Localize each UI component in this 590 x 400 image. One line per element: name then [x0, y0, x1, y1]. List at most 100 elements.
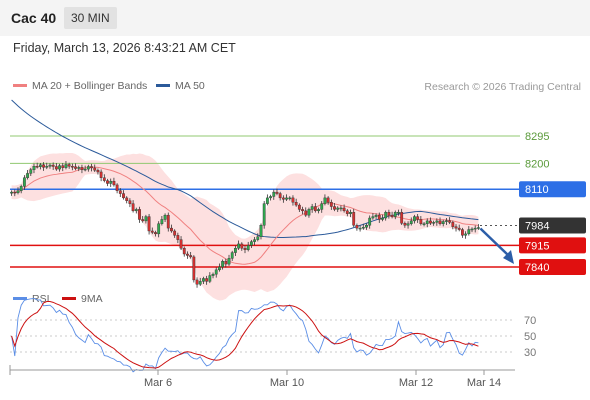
candle-body	[122, 193, 125, 199]
candle-body	[93, 167, 97, 171]
candle-body	[154, 232, 157, 235]
candle-body	[297, 204, 301, 210]
level-tag-7915	[519, 237, 586, 254]
ma20-label: MA 20 + Bollinger Bands	[32, 80, 148, 92]
candle-body	[317, 209, 320, 212]
candle-body	[186, 253, 189, 256]
candle-body	[38, 164, 42, 167]
candle-body	[131, 203, 135, 212]
candle-body	[147, 216, 151, 232]
candle-body	[374, 214, 378, 217]
candle-body	[384, 212, 388, 219]
candle-body	[58, 165, 61, 170]
candle-body	[272, 191, 276, 197]
candle-body	[106, 180, 109, 184]
candle-body	[205, 278, 209, 282]
candle-body	[409, 220, 413, 224]
candle-body	[352, 212, 356, 226]
candle-body	[29, 169, 33, 174]
candle-body	[425, 220, 429, 224]
candle-body	[304, 210, 308, 216]
candle-body	[163, 214, 167, 220]
candle-body	[432, 222, 436, 224]
candle-body	[355, 225, 359, 229]
candle-body	[179, 239, 183, 249]
candle-body	[138, 209, 141, 220]
timestamp: Friday, March 13, 2026 8:43:21 AM CET	[13, 41, 236, 55]
candle-body	[448, 220, 452, 223]
x-tick-label: Mar 12	[399, 377, 433, 389]
level-tag-7840	[519, 258, 586, 275]
candle-body	[221, 261, 225, 268]
ma50-label: MA 50	[175, 80, 205, 92]
candle-body	[35, 166, 39, 168]
candle-body	[176, 235, 180, 240]
candle-body	[234, 248, 237, 253]
candle-body	[96, 170, 100, 173]
rsi-ma-label: 9MA	[81, 293, 103, 305]
candle-body	[285, 197, 288, 200]
candle-body	[451, 222, 455, 227]
level-label-7840: 7840	[525, 262, 549, 274]
candle-body	[377, 214, 381, 220]
rsi-panel: 70 50 30	[10, 298, 536, 373]
x-tick-label: Mar 6	[144, 377, 172, 389]
candle-body	[227, 258, 231, 265]
level-lines	[10, 135, 520, 268]
candle-body	[150, 230, 154, 233]
candle-body	[361, 227, 365, 229]
timeframe-button[interactable]: 30 MIN	[64, 7, 117, 29]
candle-body	[467, 229, 471, 235]
candle-body	[435, 220, 439, 223]
candle-body	[160, 219, 164, 224]
candle-body	[278, 193, 282, 199]
candle-body	[310, 206, 314, 210]
forecast-arrow-shaft	[479, 227, 510, 257]
candle-body	[419, 219, 423, 224]
candle-body	[342, 207, 346, 212]
forecast-arrow-head	[503, 249, 514, 264]
candle-body	[13, 191, 17, 194]
candle-body	[102, 177, 106, 181]
candle-body	[403, 223, 407, 226]
candle-body	[381, 217, 384, 220]
candle-body	[70, 166, 74, 168]
candle-body	[368, 217, 372, 226]
candle-body	[214, 269, 218, 275]
legend-ma20: MA 20 + Bollinger Bands	[13, 80, 147, 92]
candle-body	[326, 197, 330, 203]
candle-body	[259, 225, 263, 237]
candle-body	[358, 227, 362, 230]
candle-body	[61, 165, 65, 168]
candle-body	[237, 243, 241, 249]
candle-body	[281, 197, 285, 200]
candle-body	[166, 214, 170, 229]
rsi-swatch	[13, 296, 27, 300]
candle-body	[320, 203, 324, 210]
candle-body	[170, 227, 173, 232]
x-axis: Mar 6 Mar 10 Mar 12 Mar 14	[9, 365, 515, 389]
candle-body	[26, 173, 29, 178]
x-tick-label: Mar 14	[467, 377, 501, 389]
candle-body	[74, 166, 77, 169]
rsi-line	[11, 298, 479, 373]
candle-body	[422, 223, 426, 225]
candle-body	[64, 164, 68, 168]
candle-body	[134, 209, 138, 212]
candles	[10, 161, 480, 288]
candle-body	[288, 197, 292, 200]
candle-body	[173, 230, 177, 236]
candle-body	[115, 184, 119, 191]
candle-body	[269, 196, 272, 199]
candle-body	[457, 227, 461, 230]
candle-body	[90, 166, 93, 169]
level-label-7915: 7915	[525, 240, 549, 252]
rsi-ma-line	[11, 300, 479, 369]
rsi-ma-swatch	[62, 296, 76, 300]
candle-body	[365, 225, 368, 228]
level-label-8295: 8295	[525, 131, 549, 143]
rsi-tick-label: 70	[524, 315, 536, 327]
candle-body	[345, 210, 349, 214]
level-tag-8110	[519, 181, 586, 198]
